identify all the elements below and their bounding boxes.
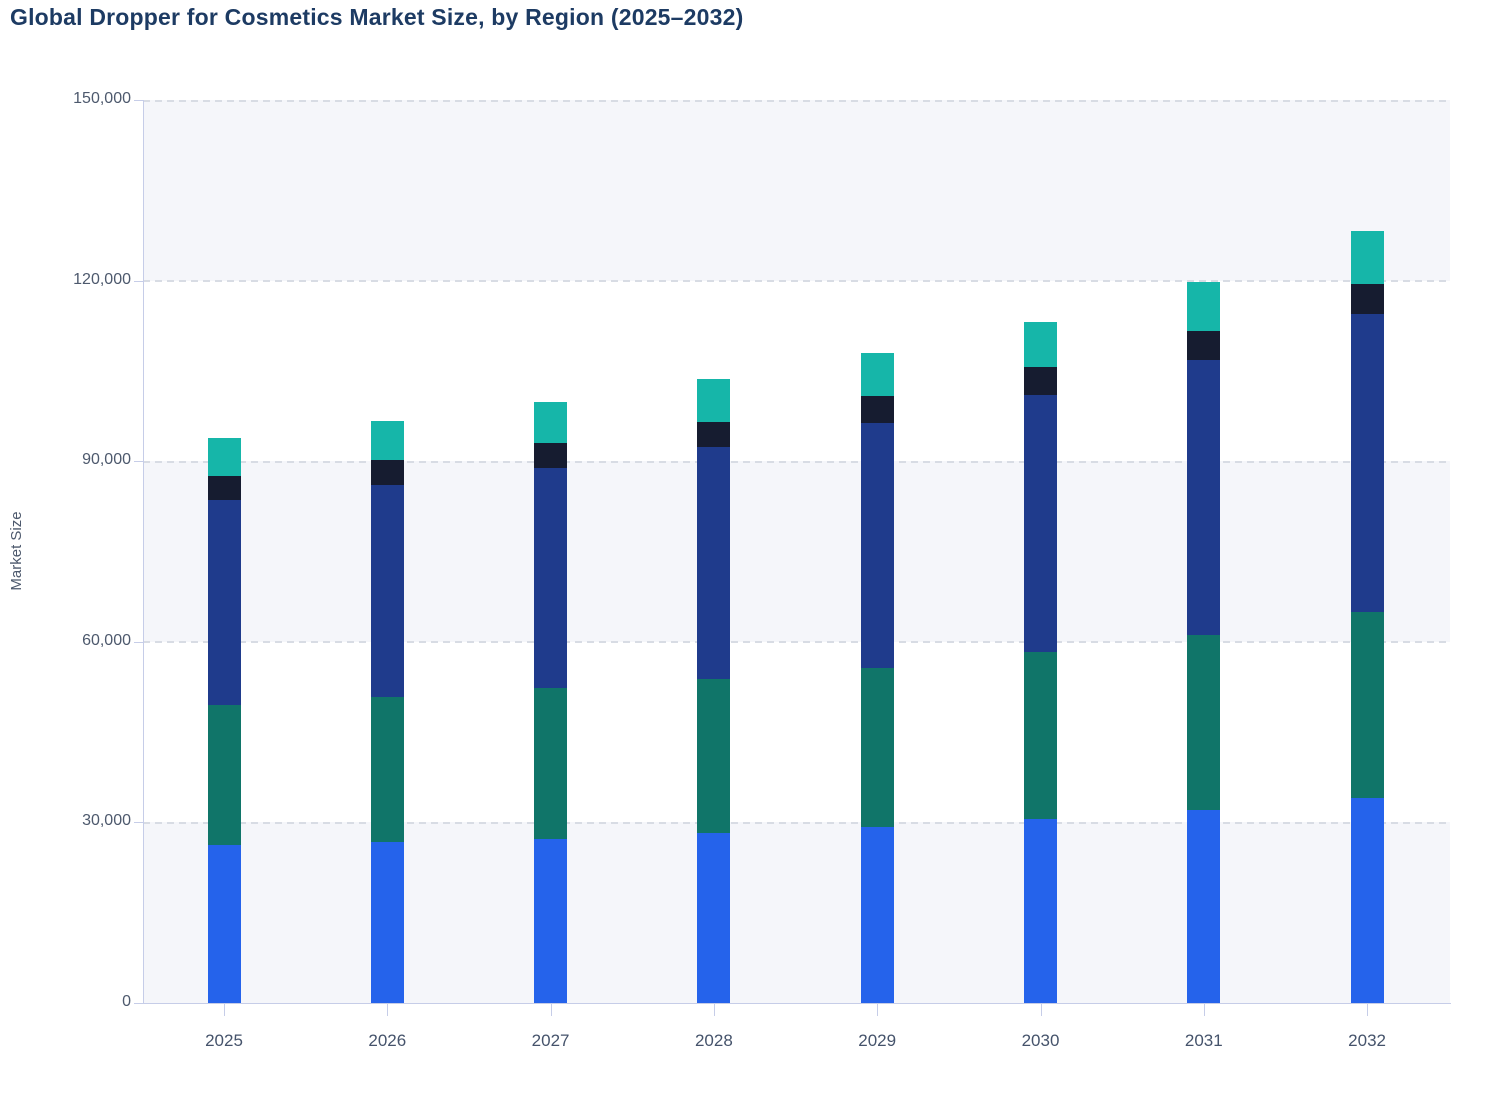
bar-segment [1187, 281, 1221, 331]
y-tick [134, 641, 143, 643]
gridline [143, 821, 1450, 824]
bar-segment [534, 838, 568, 1003]
bar-segment [534, 467, 568, 689]
background-band [143, 822, 1450, 1003]
bar-segment [1350, 612, 1384, 799]
bar-segment [1187, 359, 1221, 636]
bar-segment [207, 705, 241, 846]
y-axis-title: Market Size [8, 511, 25, 591]
y-tick-label: 90,000 [82, 451, 131, 469]
y-tick-label: 120,000 [73, 270, 131, 288]
x-tick [224, 1004, 225, 1016]
x-tick-label: 2030 [1021, 1031, 1060, 1050]
y-tick-label: 0 [122, 993, 131, 1010]
y-tick [134, 1003, 143, 1004]
bar-2029 [860, 352, 894, 1003]
bar-segment [207, 499, 241, 706]
bar-2027 [534, 401, 568, 1003]
bar-segment [860, 667, 894, 827]
bar-segment [1024, 321, 1057, 367]
bar-segment [1350, 284, 1384, 314]
bar-segment [1187, 330, 1221, 360]
bar-segment [697, 447, 731, 680]
x-tick [387, 1004, 389, 1016]
bar-segment [1024, 366, 1057, 395]
bar-segment [697, 378, 731, 423]
background-band [143, 461, 1450, 642]
bar-segment [1187, 635, 1221, 811]
y-tick [134, 280, 143, 282]
bar-segment [1187, 810, 1221, 1003]
bar-segment [860, 423, 894, 668]
bar-2032 [1350, 231, 1384, 1003]
bar-segment [860, 826, 894, 1003]
x-tick [1367, 1004, 1369, 1016]
bar-2031 [1187, 281, 1221, 1003]
bar-2025 [207, 438, 241, 1003]
bar-segment [860, 396, 894, 424]
bar-segment [370, 697, 404, 842]
bar-segment [370, 460, 404, 486]
x-tick-label: 2027 [531, 1031, 570, 1050]
y-tick [134, 461, 143, 463]
bar-segment [534, 401, 568, 443]
bar-segment [370, 485, 404, 698]
x-axis-line [143, 1003, 1451, 1004]
bar-2030 [1024, 321, 1057, 1003]
x-tick [1203, 1004, 1205, 1016]
bar-segment [534, 442, 568, 468]
bar-segment [697, 832, 731, 1003]
x-tick [1040, 1004, 1042, 1016]
x-tick [550, 1004, 552, 1016]
x-tick-label: 2031 [1184, 1031, 1223, 1050]
bar-segment [207, 475, 241, 500]
gridline [143, 99, 1450, 102]
bar-2026 [370, 420, 404, 1003]
y-tick-label: 30,000 [82, 812, 131, 830]
bar-segment [1350, 798, 1384, 1003]
bar-segment [860, 352, 894, 397]
bar-segment [697, 679, 731, 833]
gridline [143, 280, 1450, 283]
background-band [143, 641, 1450, 823]
y-tick-label: 60,000 [82, 631, 131, 649]
chart-title: Global Dropper for Cosmetics Market Size… [10, 4, 744, 30]
bar-segment [534, 688, 568, 839]
bar-segment [370, 420, 404, 461]
bar-segment [1024, 652, 1057, 820]
plot-area [143, 99, 1450, 1003]
bar-segment [1350, 231, 1384, 285]
bar-segment [697, 422, 731, 448]
bar-segment [207, 438, 241, 476]
x-tick-label: 2025 [205, 1031, 243, 1050]
y-tick [134, 100, 143, 101]
bar-2028 [697, 378, 731, 1003]
background-band [143, 280, 1450, 462]
bar-segment [1024, 395, 1057, 653]
x-tick-label: 2032 [1348, 1031, 1386, 1050]
gridline [143, 460, 1450, 463]
x-tick-label: 2029 [858, 1031, 897, 1050]
y-axis-line [143, 100, 144, 1003]
background-band [143, 100, 1450, 281]
gridline [143, 641, 1450, 644]
x-tick [713, 1004, 715, 1016]
bar-segment [1350, 313, 1384, 613]
y-tick-label: 150,000 [73, 90, 131, 107]
x-tick-label: 2028 [694, 1031, 733, 1050]
x-tick [877, 1004, 879, 1016]
bar-segment [207, 845, 241, 1003]
bar-segment [1024, 819, 1057, 1003]
bar-segment [370, 841, 404, 1003]
y-tick [134, 822, 143, 824]
x-tick-label: 2026 [368, 1031, 407, 1050]
